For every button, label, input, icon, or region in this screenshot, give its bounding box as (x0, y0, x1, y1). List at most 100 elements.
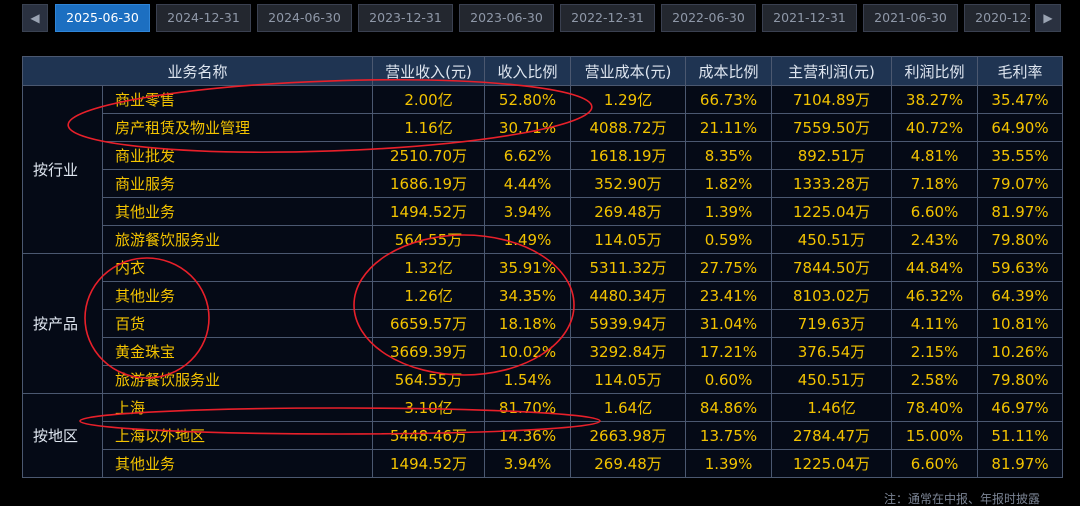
business-name-cell: 商业零售 (101, 85, 374, 114)
cost-cell: 269.48万 (570, 449, 687, 478)
column-header-business-name: 业务名称 (21, 56, 374, 86)
gross-margin-cell: 64.90% (977, 113, 1064, 142)
table-row: 商业服务 1686.19万 4.44% 352.90万 1.82% 1333.28万 7.1… (23, 169, 1064, 198)
business-name-cell: 旅游餐饮服务业 (101, 365, 374, 394)
profit-cell: 1225.04万 (771, 449, 893, 478)
gross-margin-cell: 35.47% (977, 85, 1064, 114)
cost-cell: 2663.98万 (570, 421, 687, 450)
profit-ratio-cell: 38.27% (891, 85, 979, 114)
revenue-cell: 3669.39万 (372, 337, 486, 366)
profit-ratio-cell: 7.18% (891, 169, 979, 198)
table-row: 百货 6659.57万 18.18% 5939.94万 31.04% 719.63万 4.1… (23, 309, 1064, 338)
tab-2023-12-31[interactable]: 2023-12-31 (358, 4, 453, 32)
table-row: 旅游餐饮服务业 564.55万 1.54% 114.05万 0.60% 450.51万 2.… (23, 365, 1064, 394)
table-row: 其他业务 1.26亿 34.35% 4480.34万 23.41% 8103.02万 46.… (23, 281, 1064, 310)
gross-margin-cell: 64.39% (977, 281, 1064, 310)
chevron-left-icon: ◀ (30, 11, 40, 25)
revenue-ratio-cell: 10.02% (484, 337, 572, 366)
table-header-row: 业务名称 营业收入(元) 收入比例 营业成本(元) 成本比例 主营利润(元) 利… (21, 56, 1064, 86)
profit-cell: 7844.50万 (771, 253, 893, 282)
gross-margin-cell: 35.55% (977, 141, 1064, 170)
next-tabs-button[interactable]: ▶ (1035, 4, 1061, 32)
tab-2025-06-30[interactable]: 2025-06-30 (55, 4, 150, 32)
group-label: 按产品 (22, 253, 103, 394)
tab-2023-06-30[interactable]: 2023-06-30 (459, 4, 554, 32)
gross-margin-cell: 81.97% (977, 197, 1064, 226)
revenue-ratio-cell: 1.49% (484, 225, 572, 254)
revenue-cell: 1.26亿 (372, 281, 486, 310)
revenue-ratio-cell: 30.71% (484, 113, 572, 142)
revenue-cell: 2.00亿 (372, 85, 486, 114)
profit-cell: 1.46亿 (771, 393, 893, 422)
business-name-cell: 商业服务 (101, 169, 374, 198)
revenue-ratio-cell: 18.18% (484, 309, 572, 338)
footnote: 注：通常在中报、年报时披露 (884, 492, 1041, 506)
cost-ratio-cell: 84.86% (685, 393, 773, 422)
revenue-ratio-cell: 52.80% (484, 85, 572, 114)
table-row: 旅游餐饮服务业 564.55万 1.49% 114.05万 0.59% 450.51万 2.… (23, 225, 1064, 254)
business-name-cell: 旅游餐饮服务业 (101, 225, 374, 254)
profit-cell: 719.63万 (771, 309, 893, 338)
cost-cell: 5939.94万 (570, 309, 687, 338)
tab-2021-12-31[interactable]: 2021-12-31 (762, 4, 857, 32)
cost-cell: 3292.84万 (570, 337, 687, 366)
tab-2024-06-30[interactable]: 2024-06-30 (257, 4, 352, 32)
revenue-cell: 3.10亿 (372, 393, 486, 422)
profit-cell: 1333.28万 (771, 169, 893, 198)
business-name-cell: 其他业务 (101, 449, 374, 478)
revenue-cell: 1494.52万 (372, 449, 486, 478)
cost-cell: 114.05万 (570, 365, 687, 394)
column-header-profit-ratio: 利润比例 (891, 56, 979, 86)
cost-cell: 1.64亿 (570, 393, 687, 422)
cost-ratio-cell: 1.82% (685, 169, 773, 198)
prev-tabs-button[interactable]: ◀ (22, 4, 48, 32)
business-name-cell: 商业批发 (101, 141, 374, 170)
tab-2020-12-31[interactable]: 2020-12-31 (964, 4, 1030, 32)
gross-margin-cell: 46.97% (977, 393, 1064, 422)
business-name-cell: 上海以外地区 (101, 421, 374, 450)
revenue-cell: 6659.57万 (372, 309, 486, 338)
cost-ratio-cell: 8.35% (685, 141, 773, 170)
profit-cell: 1225.04万 (771, 197, 893, 226)
business-name-cell: 内衣 (101, 253, 374, 282)
cost-ratio-cell: 66.73% (685, 85, 773, 114)
table-row: 上海以外地区 5448.46万 14.36% 2663.98万 13.75% 2784.4… (23, 421, 1064, 450)
business-name-cell: 房产租赁及物业管理 (101, 113, 374, 142)
profit-ratio-cell: 44.84% (891, 253, 979, 282)
group-label: 按地区 (22, 393, 103, 478)
table-row: 黄金珠宝 3669.39万 10.02% 3292.84万 17.21% 376.54万 2… (23, 337, 1064, 366)
cost-ratio-cell: 17.21% (685, 337, 773, 366)
profit-cell: 892.51万 (771, 141, 893, 170)
profit-ratio-cell: 6.60% (891, 197, 979, 226)
table-row: 按行业 商业零售 2.00亿 52.80% 1.29亿 66.73% 7104.89万 38.… (22, 85, 1064, 254)
cost-cell: 4088.72万 (570, 113, 687, 142)
column-header-cost-ratio: 成本比例 (685, 56, 773, 86)
revenue-ratio-cell: 14.36% (484, 421, 572, 450)
cost-cell: 4480.34万 (570, 281, 687, 310)
revenue-cell: 1.16亿 (372, 113, 486, 142)
cost-ratio-cell: 13.75% (685, 421, 773, 450)
cost-cell: 1.29亿 (570, 85, 687, 114)
business-name-cell: 百货 (101, 309, 374, 338)
business-name-cell: 上海 (101, 393, 374, 422)
cost-cell: 352.90万 (570, 169, 687, 198)
revenue-cell: 5448.46万 (372, 421, 486, 450)
table-row: 按地区 上海 3.10亿 81.70% 1.64亿 84.86% 1.46亿 78.40% 46… (22, 393, 1064, 478)
tab-2024-12-31[interactable]: 2024-12-31 (156, 4, 251, 32)
column-header-revenue-ratio: 收入比例 (484, 56, 572, 86)
cost-cell: 1618.19万 (570, 141, 687, 170)
report-date-tabs: 2025-06-30 2024-12-31 2024-06-30 2023-12-31… (55, 4, 1030, 32)
tab-2021-06-30[interactable]: 2021-06-30 (863, 4, 958, 32)
column-header-profit: 主营利润(元) (771, 56, 893, 86)
gross-margin-cell: 59.63% (977, 253, 1064, 282)
cost-ratio-cell: 1.39% (685, 449, 773, 478)
revenue-ratio-cell: 3.94% (484, 197, 572, 226)
tab-2022-06-30[interactable]: 2022-06-30 (661, 4, 756, 32)
revenue-ratio-cell: 4.44% (484, 169, 572, 198)
table-row: 其他业务 1494.52万 3.94% 269.48万 1.39% 1225.04万 6.6… (23, 449, 1064, 478)
revenue-cell: 1494.52万 (372, 197, 486, 226)
cost-cell: 269.48万 (570, 197, 687, 226)
tab-2022-12-31[interactable]: 2022-12-31 (560, 4, 655, 32)
profit-ratio-cell: 4.11% (891, 309, 979, 338)
profit-ratio-cell: 2.43% (891, 225, 979, 254)
